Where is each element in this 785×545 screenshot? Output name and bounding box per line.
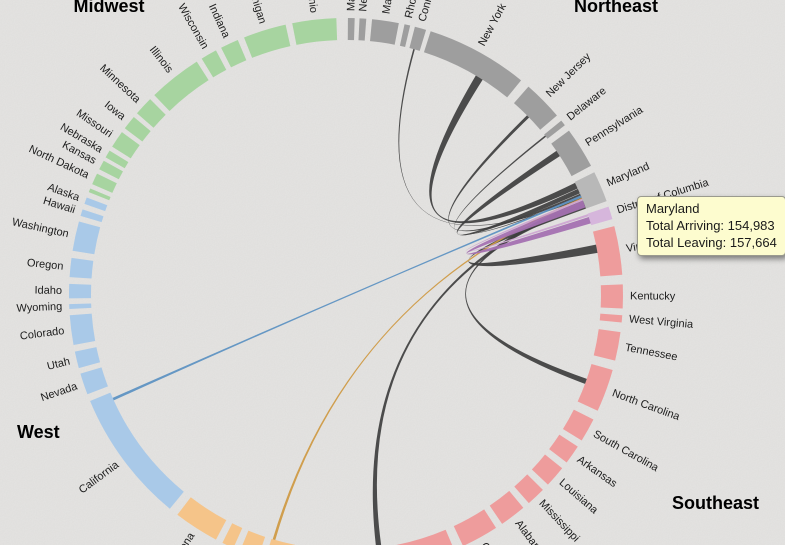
- arc-mississippi[interactable]: [514, 474, 543, 504]
- arc-new-jersey[interactable]: [513, 86, 557, 130]
- arc-delaware[interactable]: [544, 120, 565, 139]
- state-label-maine: Maine: [345, 0, 358, 11]
- arc-nevada[interactable]: [80, 367, 108, 395]
- region-label-southeast: Southeast: [672, 493, 759, 513]
- arc-iowa[interactable]: [124, 116, 151, 142]
- region-label-northeast: Northeast: [574, 0, 658, 16]
- arc-texas[interactable]: [265, 538, 380, 545]
- chord-maryland-new-jersey[interactable]: [448, 115, 582, 232]
- arc-georgia[interactable]: [453, 509, 497, 545]
- state-label-utah: Utah: [46, 356, 71, 373]
- tooltip-state-name: Maryland: [646, 201, 700, 216]
- state-label-west-virginia: West Virginia: [628, 313, 694, 331]
- arc-west-virginia[interactable]: [599, 313, 623, 323]
- arc-nebraska[interactable]: [105, 150, 129, 169]
- arc-kansas[interactable]: [99, 160, 123, 180]
- maryland-chords: [112, 49, 598, 545]
- arc-arkansas[interactable]: [549, 434, 578, 463]
- arc-south-dakota[interactable]: [88, 188, 111, 201]
- arc-wisconsin[interactable]: [201, 50, 227, 78]
- arc-connecticut[interactable]: [409, 26, 427, 51]
- arc-indiana[interactable]: [221, 40, 247, 68]
- arc-maine[interactable]: [347, 18, 355, 41]
- arc-alabama[interactable]: [489, 490, 524, 524]
- state-label-colorado: Colorado: [19, 325, 65, 343]
- arc-tennessee[interactable]: [593, 329, 621, 361]
- arc-michigan[interactable]: [244, 24, 291, 58]
- arc-north-carolina[interactable]: [577, 364, 613, 411]
- arc-utah[interactable]: [74, 347, 101, 369]
- region-label-midwest: Midwest: [73, 0, 144, 16]
- chord-maryland-district-of-columbia[interactable]: [466, 200, 591, 255]
- arc-kentucky[interactable]: [600, 284, 624, 309]
- arc-massachusetts[interactable]: [370, 19, 399, 45]
- arc-missouri[interactable]: [112, 132, 140, 159]
- arc-oklahoma[interactable]: [240, 530, 266, 545]
- state-label-wyoming: Wyoming: [16, 301, 62, 315]
- arc-ohio[interactable]: [292, 18, 338, 45]
- tooltip-total-leaving: Total Leaving: 157,664: [646, 235, 777, 250]
- arc-florida[interactable]: [386, 529, 454, 545]
- arc-wyoming[interactable]: [69, 303, 92, 310]
- arc-hawaii[interactable]: [80, 209, 104, 223]
- arc-district-of-columbia[interactable]: [587, 206, 613, 226]
- tooltip-total-arriving: Total Arriving: 154,983: [646, 218, 775, 233]
- arc-washington[interactable]: [72, 221, 101, 255]
- tooltip: Maryland Total Arriving: 154,983 Total L…: [637, 196, 785, 256]
- arc-new-york[interactable]: [423, 31, 522, 98]
- arc-maryland[interactable]: [574, 172, 607, 209]
- arc-california[interactable]: [90, 392, 184, 509]
- arc-pennsylvania[interactable]: [551, 130, 592, 177]
- arc-alaska[interactable]: [84, 197, 108, 212]
- region-labels: Midwest Northeast West Southeast: [17, 0, 759, 513]
- arc-north-dakota[interactable]: [92, 173, 117, 193]
- arc-illinois[interactable]: [154, 61, 209, 111]
- arc-south-carolina[interactable]: [562, 409, 594, 441]
- chord-maryland-california[interactable]: [112, 195, 582, 401]
- arc-rhode-island[interactable]: [399, 24, 411, 47]
- state-label-ohio: Ohio: [305, 0, 320, 14]
- state-label-kentucky: Kentucky: [630, 290, 676, 302]
- arc-virginia[interactable]: [592, 226, 623, 277]
- arc-new-mexico[interactable]: [222, 523, 243, 545]
- arc-louisiana[interactable]: [531, 454, 563, 485]
- state-label-oregon: Oregon: [26, 257, 64, 273]
- arc-idaho[interactable]: [68, 283, 92, 299]
- arc-minnesota[interactable]: [136, 99, 166, 128]
- region-label-west: West: [17, 422, 60, 442]
- state-label-new-hampshire: New Hampshire: [357, 0, 374, 12]
- state-label-idaho: Idaho: [34, 285, 62, 297]
- state-arcs: [68, 18, 624, 545]
- arc-oregon[interactable]: [69, 257, 94, 279]
- arc-colorado[interactable]: [69, 313, 96, 345]
- arc-arizona[interactable]: [177, 497, 227, 540]
- arc-new-hampshire[interactable]: [358, 18, 367, 41]
